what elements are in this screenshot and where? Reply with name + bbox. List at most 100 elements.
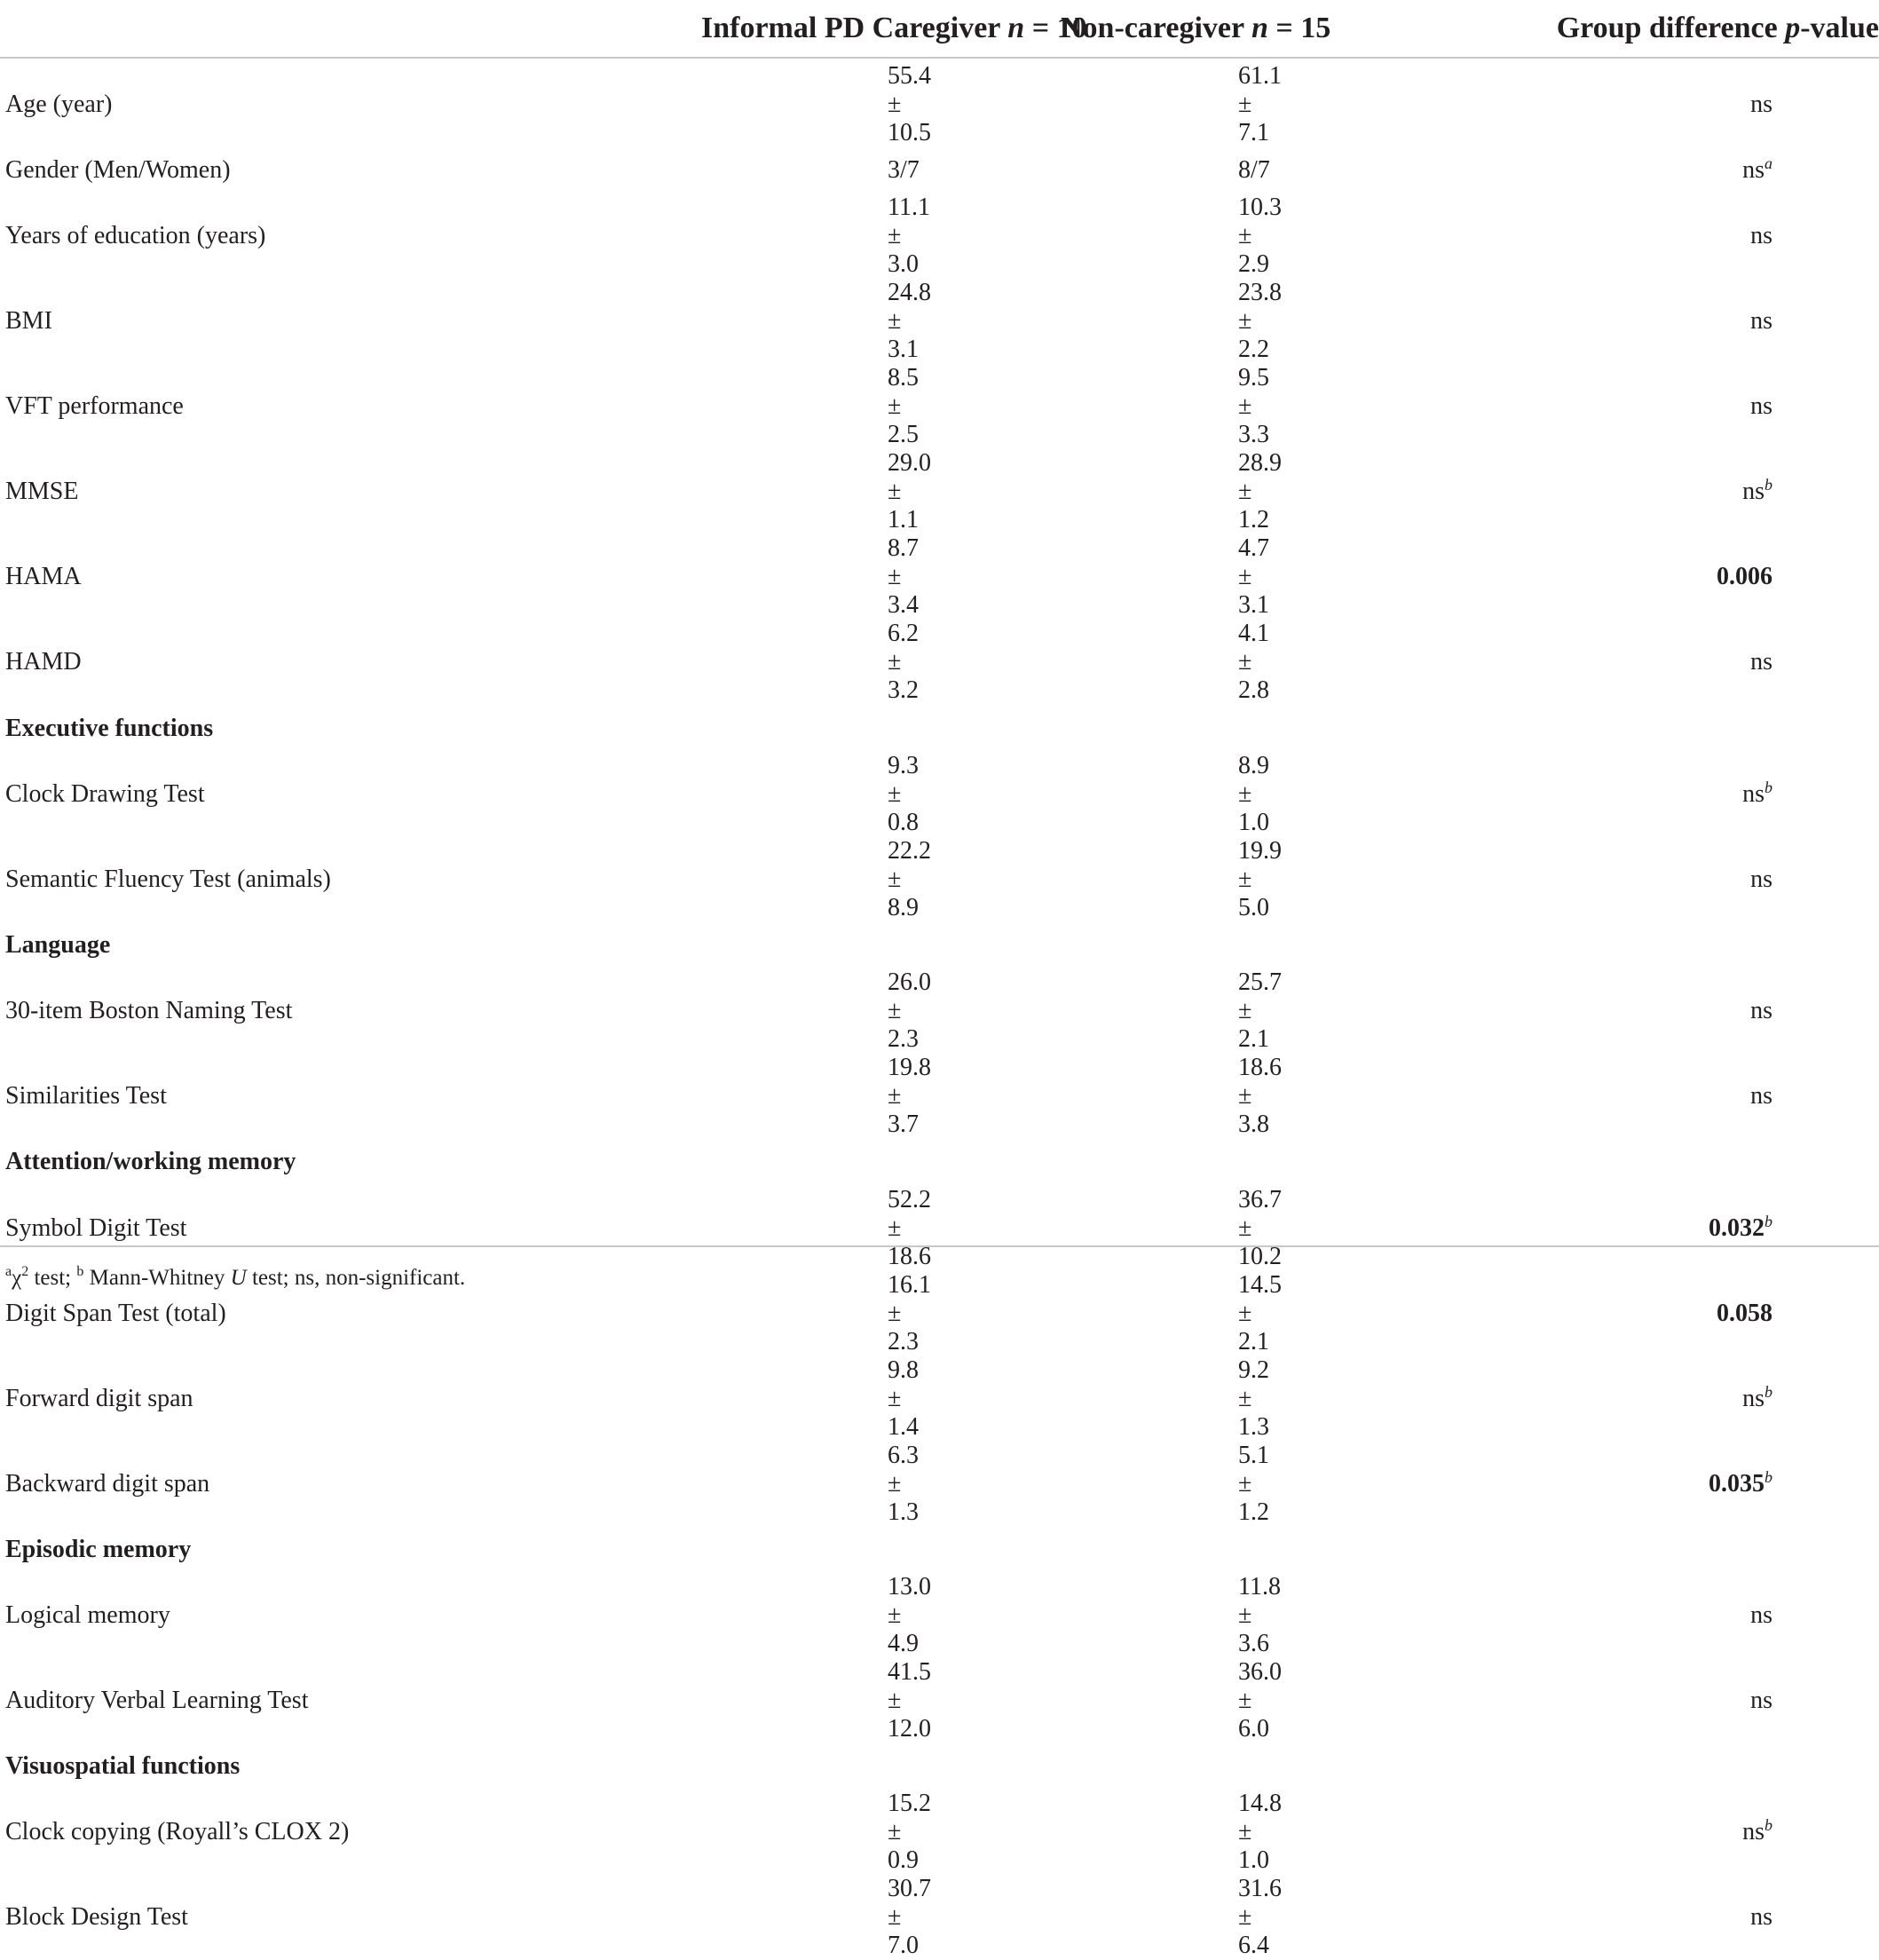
section-row: Episodic memory (0, 1527, 1879, 1573)
pvalue-cell: 0.058 (1229, 1271, 1879, 1356)
section-row: Language (0, 922, 1879, 968)
row-label: Gender (Men/Women) (5, 156, 231, 185)
header-noncaregiver-n-value: = 15 (1267, 12, 1331, 44)
caregiver-value: 15.2 ± 0.9 (888, 1790, 931, 1875)
table-row: Similarities Test 19.8 ± 3.7 18.6 ± 3.8 ns (0, 1054, 1879, 1139)
section-label: Language (5, 930, 111, 959)
row-label: HAMD (5, 648, 82, 676)
table-row: 30-item Boston Naming Test 26.0 ± 2.3 25.7… (0, 968, 1879, 1054)
row-label: Age (year) (5, 91, 113, 118)
section-label: Visuospatial functions (5, 1752, 241, 1781)
caregiver-value: 8.7 ± 3.4 (888, 534, 919, 620)
noncaregiver-value: 31.6 ± 6.4 (1238, 1875, 1282, 1960)
row-label: BMI (5, 307, 52, 336)
pvalue-footnote-mark: a (1765, 154, 1772, 173)
noncaregiver-value: 11.8 ± 3.6 (1238, 1572, 1281, 1657)
pvalue-footnote-mark: b (1765, 778, 1772, 796)
noncaregiver-value: 14.5 ± 2.1 (1238, 1270, 1282, 1355)
row-label: MMSE (5, 478, 79, 506)
header-noncaregiver-n: n (1251, 12, 1268, 44)
pvalue: ns (1750, 997, 1772, 1025)
noncaregiver-value: 5.1 ± 1.2 (1238, 1441, 1269, 1526)
table-row: Symbol Digit Test 52.2 ± 18.6 36.7 ± 10.2 0… (0, 1186, 1879, 1271)
caregiver-value: 8.5 ± 2.5 (888, 364, 919, 449)
caregiver-value: 6.2 ± 3.2 (888, 620, 919, 705)
caregiver-value: 29.0 ± 1.1 (888, 449, 931, 534)
caregiver-value: 6.3 ± 1.3 (888, 1441, 919, 1526)
header-row: Informal PD Caregiver n = 10 Non-caregiv… (0, 0, 1879, 59)
header-pvalue-text: Group difference (1556, 12, 1786, 44)
footnote-chi: χ (12, 1266, 22, 1290)
header-caregiver-n: n (1007, 12, 1025, 44)
pvalue: ns (1750, 1903, 1772, 1932)
table-header: Informal PD Caregiver n = 10 Non-caregiv… (0, 0, 1879, 59)
footnote-chi-sup: 2 (21, 1264, 29, 1279)
row-label: Backward digit span (5, 1469, 210, 1498)
table-row: MMSE 29.0 ± 1.1 28.9 ± 1.2 nsb (0, 449, 1879, 534)
noncaregiver-value: 23.8 ± 2.2 (1238, 279, 1282, 364)
noncaregiver-value: 8.9 ± 1.0 (1238, 751, 1269, 836)
footnote-b-mark: b (76, 1264, 84, 1279)
pvalue-cell: ns (1229, 1658, 1879, 1743)
header-caregiver: Informal PD Caregiver n = 10 (533, 0, 1087, 59)
noncaregiver-value: 14.8 ± 1.0 (1238, 1790, 1282, 1875)
pvalue: ns (1750, 1082, 1772, 1110)
noncaregiver-value: 19.9 ± 5.0 (1238, 836, 1282, 921)
header-caregiver-text: Informal PD Caregiver (701, 12, 1008, 44)
table-row: HAMD 6.2 ± 3.2 4.1 ± 2.8 ns (0, 620, 1879, 705)
noncaregiver-value: 4.7 ± 3.1 (1238, 534, 1269, 620)
noncaregiver-value: 8/7 (1238, 156, 1270, 185)
pvalue-cell: 0.032b (1229, 1186, 1879, 1271)
pvalue-footnote-mark: b (1765, 476, 1772, 494)
table-row: Years of education (years) 11.1 ± 3.0 10.3… (0, 194, 1879, 279)
pvalue: ns (1750, 392, 1772, 421)
pvalue-cell: nsa (1229, 147, 1879, 194)
caregiver-value: 24.8 ± 3.1 (888, 279, 931, 364)
pvalue: ns (1742, 779, 1765, 808)
table-row: HAMA 8.7 ± 3.4 4.7 ± 3.1 0.006 (0, 534, 1879, 620)
pvalue-footnote-mark: b (1765, 1467, 1772, 1486)
caregiver-value: 22.2 ± 8.9 (888, 836, 931, 921)
table-row: Backward digit span 6.3 ± 1.3 5.1 ± 1.2 0.0… (0, 1442, 1879, 1527)
caregiver-value: 9.8 ± 1.4 (888, 1355, 919, 1441)
footnote-rest: test; ns, non-significant. (246, 1266, 466, 1290)
table-row: Auditory Verbal Learning Test 41.5 ± 12.0… (0, 1658, 1879, 1743)
caregiver-value: 11.1 ± 3.0 (888, 194, 930, 279)
pvalue: ns (1750, 222, 1772, 250)
section-label: Attention/working memory (5, 1148, 296, 1176)
caregiver-value: 55.4 ± 10.5 (888, 62, 931, 146)
row-label: 30-item Boston Naming Test (5, 997, 293, 1025)
noncaregiver-value: 18.6 ± 3.8 (1238, 1054, 1282, 1139)
row-label: VFT performance (5, 392, 184, 421)
pvalue-cell: ns (1229, 279, 1879, 364)
footer-rule (0, 1245, 1879, 1247)
row-label: Auditory Verbal Learning Test (5, 1686, 309, 1714)
footnote-u-symbol: U (230, 1266, 247, 1290)
caregiver-value: 9.3 ± 0.8 (888, 751, 919, 836)
pvalue: ns (1750, 1600, 1772, 1629)
footnote-a-mark: a (5, 1264, 12, 1279)
pvalue-cell: 0.035b (1229, 1442, 1879, 1527)
caregiver-value: 3/7 (888, 156, 920, 185)
pvalue: ns (1742, 1384, 1765, 1412)
table-row: Forward digit span 9.8 ± 1.4 9.2 ± 1.3 nsb (0, 1356, 1879, 1442)
table-row: BMI 24.8 ± 3.1 23.8 ± 2.2 ns (0, 279, 1879, 364)
table-row: Block Design Test 30.7 ± 7.0 31.6 ± 6.4 ns (0, 1875, 1879, 1960)
caregiver-value: 19.8 ± 3.7 (888, 1054, 931, 1139)
pvalue: 0.035 (1709, 1469, 1765, 1498)
pvalue-cell: nsb (1229, 449, 1879, 534)
table-body: Age (year) 55.4 ± 10.5 61.1 ± 7.1 ns Gender … (0, 58, 1879, 1960)
footnote-chi-text: test; (28, 1266, 77, 1290)
pvalue: ns (1750, 307, 1772, 336)
pvalue: ns (1750, 1686, 1772, 1714)
pvalue-cell: ns (1229, 968, 1879, 1054)
noncaregiver-value: 25.7 ± 2.1 (1238, 968, 1282, 1054)
pvalue: 0.058 (1717, 1299, 1772, 1327)
pvalue-cell: nsb (1229, 1356, 1879, 1442)
row-label: Clock Drawing Test (5, 779, 205, 808)
noncaregiver-value: 36.7 ± 10.2 (1238, 1185, 1282, 1270)
pvalue: ns (1742, 1818, 1765, 1846)
pvalue-footnote-mark: b (1765, 1212, 1772, 1230)
